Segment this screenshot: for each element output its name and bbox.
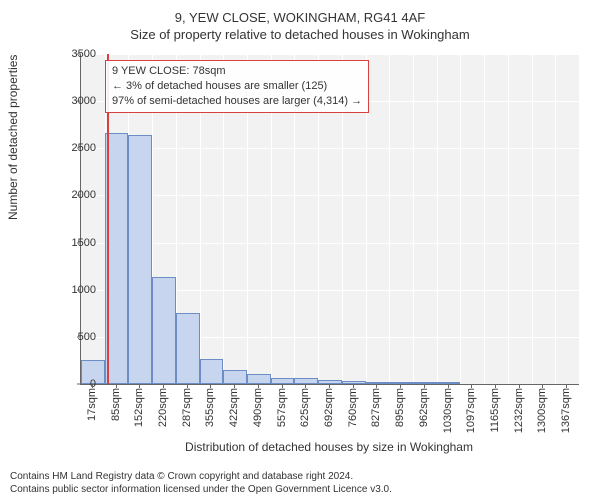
x-tick-label: 557sqm xyxy=(276,388,288,427)
x-tick-label: 1030sqm xyxy=(442,388,454,433)
x-tick-mark xyxy=(139,384,140,388)
x-tick-label: 692sqm xyxy=(323,388,335,427)
gridline-h xyxy=(81,195,579,196)
x-tick-label: 1097sqm xyxy=(465,388,477,433)
x-tick-mark xyxy=(282,384,283,388)
x-tick-mark xyxy=(187,384,188,388)
x-tick-mark xyxy=(376,384,377,388)
x-tick-label: 895sqm xyxy=(394,388,406,427)
y-tick-label: 1500 xyxy=(46,237,96,249)
x-tick-label: 962sqm xyxy=(418,388,430,427)
y-tick-mark xyxy=(77,336,81,337)
annotation-box: 9 YEW CLOSE: 78sqm ← 3% of detached hous… xyxy=(105,60,369,113)
footer-line-1: Contains HM Land Registry data © Crown c… xyxy=(10,470,392,483)
histogram-bar xyxy=(247,374,271,384)
x-tick-mark xyxy=(400,384,401,388)
x-tick-label: 1232sqm xyxy=(513,388,525,433)
gridline-v xyxy=(484,54,485,384)
y-axis-label: Number of detached properties xyxy=(6,55,20,220)
x-tick-mark xyxy=(258,384,259,388)
gridline-v xyxy=(413,54,414,384)
y-tick-label: 500 xyxy=(46,331,96,343)
y-tick-label: 1000 xyxy=(46,284,96,296)
histogram-bar xyxy=(223,370,247,384)
y-tick-mark xyxy=(77,289,81,290)
x-tick-label: 355sqm xyxy=(204,388,216,427)
annotation-line-2: ← 3% of detached houses are smaller (125… xyxy=(112,79,362,94)
x-tick-mark xyxy=(163,384,164,388)
plot-area: 9 YEW CLOSE: 78sqm ← 3% of detached hous… xyxy=(80,54,579,385)
x-tick-mark xyxy=(353,384,354,388)
x-tick-mark xyxy=(542,384,543,388)
annotation-line-3: 97% of semi-detached houses are larger (… xyxy=(112,94,362,109)
y-tick-label: 2500 xyxy=(46,142,96,154)
x-tick-label: 17sqm xyxy=(86,388,98,421)
footer-line-2: Contains public sector information licen… xyxy=(10,483,392,496)
y-tick-mark xyxy=(77,54,81,55)
histogram-bar xyxy=(152,277,176,384)
gridline-v xyxy=(532,54,533,384)
gridline-v xyxy=(508,54,509,384)
y-tick-label: 2000 xyxy=(46,189,96,201)
y-tick-mark xyxy=(77,148,81,149)
gridline-h xyxy=(81,54,579,55)
x-tick-label: 827sqm xyxy=(370,388,382,427)
x-tick-mark xyxy=(566,384,567,388)
histogram-bar xyxy=(176,313,200,384)
histogram-bar xyxy=(200,359,224,384)
x-tick-mark xyxy=(305,384,306,388)
x-tick-mark xyxy=(448,384,449,388)
x-tick-label: 625sqm xyxy=(299,388,311,427)
x-tick-label: 760sqm xyxy=(347,388,359,427)
title-line-1: 9, YEW CLOSE, WOKINGHAM, RG41 4AF xyxy=(10,10,590,25)
gridline-v xyxy=(555,54,556,384)
x-axis-label: Distribution of detached houses by size … xyxy=(80,440,578,454)
y-tick-mark xyxy=(77,195,81,196)
x-tick-label: 287sqm xyxy=(181,388,193,427)
x-tick-label: 1367sqm xyxy=(560,388,572,433)
gridline-v xyxy=(389,54,390,384)
x-tick-mark xyxy=(519,384,520,388)
histogram-bar xyxy=(128,135,152,384)
x-tick-label: 152sqm xyxy=(133,388,145,427)
gridline-h xyxy=(81,243,579,244)
chart-container: 9, YEW CLOSE, WOKINGHAM, RG41 4AF Size o… xyxy=(0,0,600,500)
histogram-bar xyxy=(413,382,437,384)
x-tick-mark xyxy=(116,384,117,388)
x-tick-mark xyxy=(92,384,93,388)
x-tick-label: 85sqm xyxy=(110,388,122,421)
x-tick-label: 1165sqm xyxy=(489,388,501,432)
x-tick-mark xyxy=(495,384,496,388)
y-tick-label: 3500 xyxy=(46,48,96,60)
x-tick-mark xyxy=(234,384,235,388)
title-line-2: Size of property relative to detached ho… xyxy=(10,27,590,42)
gridline-v xyxy=(437,54,438,384)
x-tick-mark xyxy=(329,384,330,388)
x-tick-mark xyxy=(424,384,425,388)
gridline-h xyxy=(81,148,579,149)
x-tick-mark xyxy=(210,384,211,388)
y-tick-mark xyxy=(77,101,81,102)
gridline-v xyxy=(460,54,461,384)
x-tick-label: 422sqm xyxy=(228,388,240,427)
x-tick-label: 1300sqm xyxy=(536,388,548,433)
x-tick-mark xyxy=(471,384,472,388)
x-tick-label: 490sqm xyxy=(252,388,264,427)
footer: Contains HM Land Registry data © Crown c… xyxy=(10,470,392,496)
y-tick-mark xyxy=(77,242,81,243)
annotation-line-1: 9 YEW CLOSE: 78sqm xyxy=(112,64,362,79)
x-tick-label: 220sqm xyxy=(157,388,169,427)
y-tick-mark xyxy=(77,384,81,385)
y-tick-label: 3000 xyxy=(46,95,96,107)
